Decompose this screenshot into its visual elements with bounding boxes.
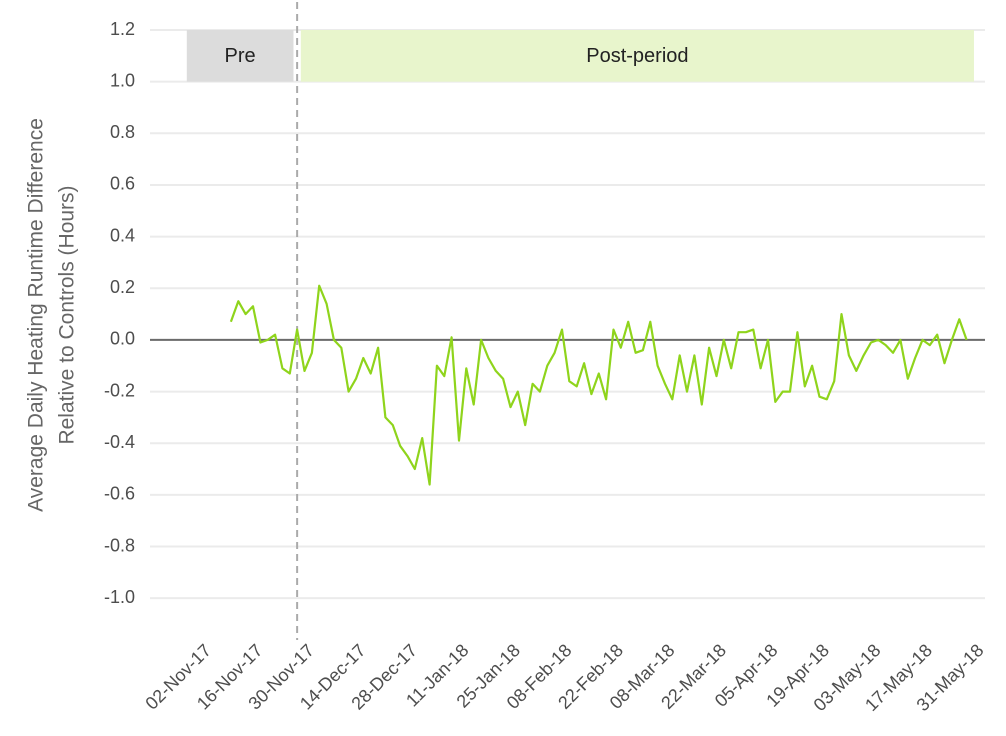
y-axis-title: Average Daily Heating Runtime Difference [25,118,48,512]
region-label: Pre [225,45,256,67]
y-tick-label: -0.4 [104,432,135,452]
y-axis-title-line: Relative to Controls (Hours) [56,185,79,444]
y-axis-title: Relative to Controls (Hours) [56,185,79,444]
y-tick-label: 0.0 [110,329,135,349]
y-tick-label: 1.0 [110,70,135,90]
region [186,30,294,82]
y-tick-label: -0.8 [104,535,135,555]
y-tick-label: 1.2 [110,19,135,39]
y-tick-label: 0.2 [110,277,135,297]
region-label: Post-period [586,45,688,67]
y-tick-label: -1.0 [104,587,135,607]
y-tick-label: 0.6 [110,174,135,194]
y-tick-label: 0.8 [110,122,135,142]
region [300,30,974,82]
y-axis-title-line: Average Daily Heating Runtime Difference [25,118,48,512]
y-tick-label: -0.6 [104,484,135,504]
y-tick-label: 0.4 [110,225,135,245]
data-line [229,284,968,486]
y-tick-label: -0.2 [104,380,135,400]
